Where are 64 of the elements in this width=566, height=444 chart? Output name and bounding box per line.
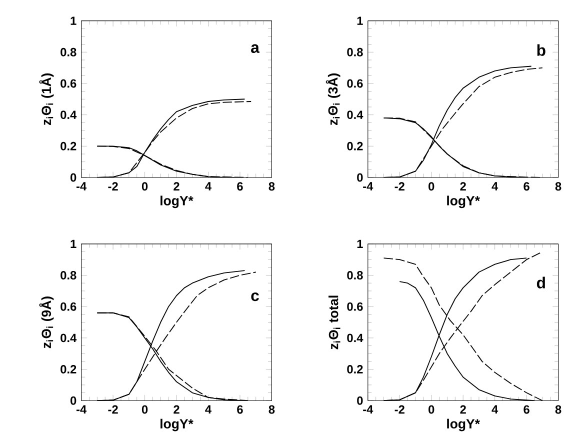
x-tick-label: -4: [363, 182, 374, 190]
x-tick-label: -4: [76, 182, 87, 190]
x-tick-label: 6: [524, 182, 530, 190]
x-tick-label: -2: [108, 405, 118, 414]
x-tick-label: 8: [268, 405, 275, 414]
x-tick-label: -4: [76, 405, 87, 414]
annotation: c: [251, 292, 259, 302]
x-tick-label: 0: [142, 182, 148, 190]
x-tick-label: -2: [108, 182, 118, 190]
y-tick-label: 0.6: [60, 302, 76, 311]
y-tick-label: 0.2: [347, 142, 363, 150]
x-axis-title: logY*: [160, 418, 194, 432]
y-tick-label: 0.4: [60, 110, 77, 119]
y-tick-label: 0.4: [347, 334, 364, 342]
y-tick-label: 0.8: [60, 270, 76, 280]
x-tick-label: 2: [460, 182, 466, 190]
x-tick-label: 4: [492, 182, 498, 190]
annotation: b: [537, 44, 546, 56]
y-tick-label: 0: [357, 173, 363, 182]
x-tick-label: 4: [205, 182, 212, 190]
y-tick-label: 0.6: [347, 302, 363, 311]
annotation: a: [251, 44, 260, 53]
annotation: d: [536, 276, 545, 288]
x-tick-label: 8: [268, 182, 275, 190]
x-tick-label: 2: [174, 405, 180, 414]
y-tick-label: 0: [357, 396, 363, 405]
x-tick-label: 6: [237, 182, 243, 190]
y-tick-label: 0.8: [347, 48, 363, 56]
y-tick-label: 0.4: [347, 110, 364, 119]
y-tick-label: 1: [357, 16, 363, 25]
y-tick-label: 0.6: [60, 79, 76, 88]
x-tick-label: 4: [492, 405, 498, 414]
x-tick-label: 8: [555, 182, 562, 190]
y-axis-title: z$_{i}$Θ$_{i}$ total: [328, 296, 340, 350]
x-tick-label: -2: [394, 182, 404, 190]
y-tick-label: 0.8: [60, 48, 76, 56]
y-axis-title: z$_{i}$Θ$_{i}$ (1Å): [39, 73, 54, 125]
x-tick-label: 2: [460, 405, 466, 414]
x-axis-title: logY*: [160, 196, 194, 208]
y-tick-label: 0.2: [347, 364, 363, 374]
y-tick-label: 0: [70, 173, 76, 182]
x-tick-label: -4: [363, 405, 374, 414]
y-axis-title: z$_{i}$Θ$_{i}$ (9Å): [39, 296, 54, 348]
y-tick-label: 0.2: [60, 142, 76, 150]
y-tick-label: 1: [70, 16, 76, 25]
x-tick-label: 2: [174, 182, 180, 190]
y-tick-label: 0: [70, 396, 76, 405]
y-tick-label: 0.4: [60, 334, 77, 342]
y-tick-label: 1: [70, 240, 76, 248]
x-tick-label: 6: [237, 405, 243, 414]
y-axis-title: z$_{i}$Θ$_{i}$ (3Å): [326, 73, 340, 125]
y-tick-label: 0.8: [347, 270, 363, 280]
x-axis-title: logY*: [447, 196, 480, 208]
y-tick-label: 0.6: [347, 79, 363, 88]
x-tick-label: 6: [524, 405, 530, 414]
y-tick-label: 1: [357, 240, 363, 248]
x-tick-label: 4: [205, 405, 212, 414]
x-tick-label: 0: [428, 182, 434, 190]
x-axis-title: logY*: [447, 418, 480, 432]
x-tick-label: 0: [428, 405, 434, 414]
x-tick-label: 8: [555, 405, 562, 414]
x-tick-label: 0: [142, 405, 148, 414]
x-tick-label: -2: [394, 405, 404, 414]
y-tick-label: 0.2: [60, 364, 76, 374]
